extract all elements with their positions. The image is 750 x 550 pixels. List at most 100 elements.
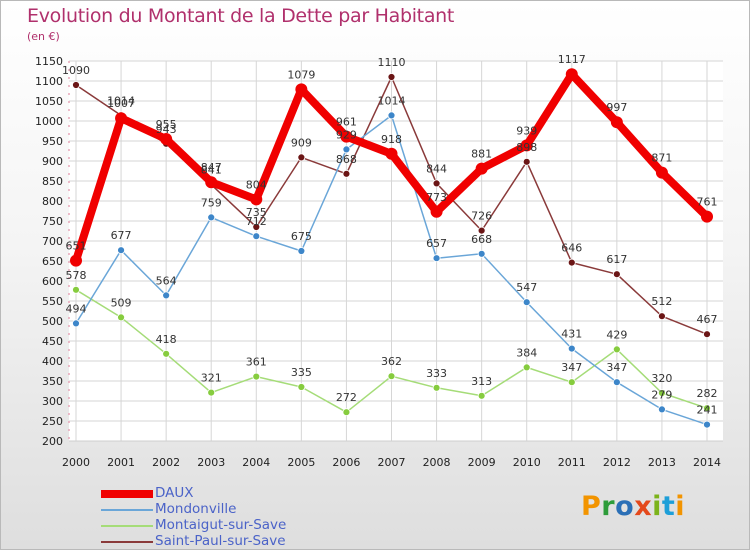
data-label-montaigut-sur-save: 313 bbox=[471, 375, 492, 388]
data-point-saint-paul-sur-save bbox=[477, 226, 486, 235]
data-point-mondonville bbox=[252, 232, 261, 241]
data-point-mondonville bbox=[658, 405, 666, 414]
data-label-daux: 939 bbox=[516, 124, 537, 137]
data-point-daux bbox=[160, 133, 173, 145]
data-label-montaigut-sur-save: 321 bbox=[201, 372, 222, 385]
y-tick-label: 700 bbox=[42, 235, 63, 248]
data-point-mondonville bbox=[703, 420, 711, 429]
data-point-mondonville bbox=[612, 378, 621, 387]
data-label-saint-paul-sur-save: 909 bbox=[291, 136, 312, 149]
data-point-daux bbox=[475, 162, 488, 175]
y-tick-label: 550 bbox=[42, 295, 63, 308]
legend-label-saint-paul-sur-save: Saint-Paul-sur-Save bbox=[155, 533, 286, 549]
data-point-montaigut-sur-save bbox=[477, 391, 486, 400]
data-label-saint-paul-sur-save: 617 bbox=[606, 253, 627, 266]
data-label-mondonville: 241 bbox=[697, 404, 718, 417]
data-point-mondonville bbox=[477, 249, 486, 258]
chart-title: Evolution du Montant de la Dette par Hab… bbox=[27, 5, 455, 27]
data-label-mondonville: 547 bbox=[516, 281, 537, 294]
data-point-mondonville bbox=[297, 247, 306, 255]
data-point-mondonville bbox=[387, 111, 396, 120]
y-tick-label: 750 bbox=[42, 215, 63, 228]
data-label-montaigut-sur-save: 347 bbox=[561, 361, 582, 374]
data-label-saint-paul-sur-save: 1090 bbox=[62, 64, 90, 77]
data-point-saint-paul-sur-save bbox=[658, 312, 666, 321]
y-tick-label: 200 bbox=[42, 435, 63, 448]
data-point-mondonville bbox=[432, 254, 441, 263]
logo-letter: x bbox=[634, 491, 653, 522]
data-point-daux bbox=[430, 205, 443, 218]
data-point-daux bbox=[340, 130, 353, 143]
y-tick-label: 600 bbox=[42, 275, 63, 288]
legend-swatch-daux bbox=[101, 490, 153, 498]
data-point-daux bbox=[520, 139, 533, 152]
chart-unit: (en €) bbox=[27, 30, 60, 43]
data-point-mondonville bbox=[162, 291, 171, 300]
data-point-montaigut-sur-save bbox=[117, 313, 125, 322]
data-point-montaigut-sur-save bbox=[72, 285, 80, 294]
data-label-mondonville: 929 bbox=[336, 128, 357, 141]
legend-swatch-montaigut-sur-save bbox=[101, 525, 153, 527]
data-point-saint-paul-sur-save bbox=[612, 270, 621, 279]
legend-swatch-saint-paul-sur-save bbox=[101, 541, 153, 543]
data-point-daux bbox=[655, 166, 668, 179]
data-label-daux: 847 bbox=[201, 161, 222, 174]
data-point-montaigut-sur-save bbox=[297, 383, 306, 391]
data-label-saint-paul-sur-save: 943 bbox=[156, 123, 177, 136]
data-point-saint-paul-sur-save bbox=[432, 179, 441, 188]
data-label-daux: 871 bbox=[651, 152, 672, 165]
data-point-daux bbox=[250, 193, 263, 206]
x-tick-label: 2008 bbox=[423, 456, 451, 469]
x-tick-label: 2014 bbox=[693, 456, 721, 469]
data-label-daux: 997 bbox=[606, 101, 627, 114]
y-tick-label: 1100 bbox=[35, 75, 63, 88]
y-tick-label: 500 bbox=[42, 315, 63, 328]
legend-label-daux: DAUX bbox=[155, 485, 194, 501]
data-point-daux bbox=[385, 147, 398, 160]
data-point-montaigut-sur-save bbox=[342, 408, 351, 417]
y-tick-label: 1050 bbox=[35, 95, 63, 108]
data-label-daux: 918 bbox=[381, 133, 402, 146]
data-label-saint-paul-sur-save: 868 bbox=[336, 153, 357, 166]
data-point-saint-paul-sur-save bbox=[567, 258, 576, 267]
data-point-daux bbox=[565, 68, 578, 81]
data-point-montaigut-sur-save bbox=[387, 372, 396, 381]
data-label-montaigut-sur-save: 335 bbox=[291, 366, 312, 379]
data-point-montaigut-sur-save bbox=[252, 372, 261, 381]
data-label-daux: 761 bbox=[697, 196, 718, 209]
data-label-montaigut-sur-save: 272 bbox=[336, 391, 357, 404]
data-point-montaigut-sur-save bbox=[658, 389, 666, 397]
y-tick-label: 250 bbox=[42, 415, 63, 428]
data-point-saint-paul-sur-save bbox=[252, 223, 261, 231]
y-tick-label: 450 bbox=[42, 335, 63, 348]
logo-letter: o bbox=[615, 491, 635, 522]
data-point-daux bbox=[205, 176, 218, 189]
data-label-daux: 804 bbox=[246, 178, 267, 191]
data-point-montaigut-sur-save bbox=[432, 383, 441, 392]
x-tick-label: 2006 bbox=[332, 456, 360, 469]
y-tick-label: 900 bbox=[42, 155, 63, 168]
data-label-mondonville: 668 bbox=[471, 233, 492, 246]
data-point-mondonville bbox=[522, 298, 531, 307]
x-tick-label: 2004 bbox=[242, 456, 270, 469]
data-label-montaigut-sur-save: 418 bbox=[156, 333, 177, 346]
data-label-mondonville: 494 bbox=[66, 302, 87, 315]
data-label-saint-paul-sur-save: 1110 bbox=[378, 56, 406, 69]
data-point-montaigut-sur-save bbox=[567, 378, 576, 387]
data-label-saint-paul-sur-save: 467 bbox=[697, 313, 718, 326]
data-label-mondonville: 279 bbox=[651, 388, 672, 401]
y-tick-label: 850 bbox=[42, 175, 63, 188]
data-label-montaigut-sur-save: 362 bbox=[381, 355, 402, 368]
y-tick-label: 300 bbox=[42, 395, 63, 408]
data-label-saint-paul-sur-save: 844 bbox=[426, 162, 447, 175]
data-label-montaigut-sur-save: 509 bbox=[111, 296, 132, 309]
x-tick-label: 2005 bbox=[287, 456, 315, 469]
data-label-mondonville: 712 bbox=[246, 215, 267, 228]
data-label-mondonville: 677 bbox=[111, 229, 132, 242]
data-label-daux: 955 bbox=[156, 118, 177, 131]
data-point-mondonville bbox=[72, 319, 80, 328]
data-point-saint-paul-sur-save bbox=[522, 157, 531, 166]
legend-label-mondonville: Mondonville bbox=[155, 501, 237, 517]
data-point-daux bbox=[70, 254, 82, 267]
